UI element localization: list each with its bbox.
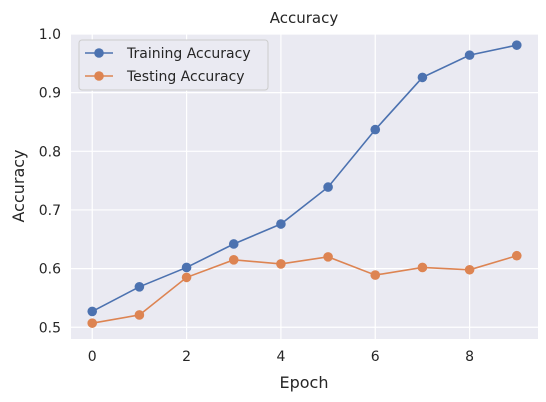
y-tick-label: 0.6 (39, 262, 61, 278)
x-tick-label: 8 (465, 349, 474, 365)
x-tick-label: 4 (276, 349, 285, 365)
legend-label-testing: Testing Accuracy (126, 69, 245, 85)
legend: Training Accuracy Testing Accuracy (78, 39, 269, 91)
data-point-training-accuracy (134, 281, 145, 292)
data-point-testing-accuracy (228, 255, 239, 265)
data-point-testing-accuracy (134, 310, 145, 320)
chart-title: Accuracy (270, 9, 339, 27)
data-point-testing-accuracy (417, 262, 428, 273)
data-point-testing-accuracy (511, 250, 522, 261)
series-line-training-accuracy (91, 44, 517, 313)
data-point-testing-accuracy (323, 252, 333, 262)
legend-marker-training (94, 48, 104, 58)
data-point-testing-accuracy (276, 259, 286, 269)
data-point-training-accuracy (276, 219, 286, 229)
x-axis-title: Epoch (280, 373, 329, 392)
data-point-training-accuracy (511, 40, 522, 50)
data-point-training-accuracy (323, 182, 333, 192)
y-tick-label: 0.5 (39, 320, 61, 336)
legend-box (78, 39, 269, 91)
data-point-training-accuracy (370, 124, 381, 135)
data-point-testing-accuracy (370, 270, 381, 280)
y-axis-title: Accuracy (9, 149, 28, 222)
data-point-training-accuracy (87, 306, 98, 317)
y-tick-label: 0.8 (39, 144, 61, 160)
legend-label-training: Training Accuracy (126, 46, 251, 62)
x-tick-label: 0 (88, 349, 97, 365)
series-line-testing-accuracy (92, 254, 518, 324)
x-tick-label: 6 (371, 349, 380, 365)
y-tick-label: 1.0 (39, 27, 61, 43)
tick-labels: 0 2 4 6 8 0.5 0.6 0.7 0.8 0.9 1.0 (39, 27, 474, 365)
series-lines (87, 40, 522, 328)
data-point-training-accuracy (181, 262, 192, 273)
data-point-training-accuracy (417, 72, 428, 83)
legend-marker-testing (94, 71, 104, 81)
x-tick-label: 2 (182, 349, 191, 365)
data-point-training-accuracy (464, 50, 475, 60)
data-point-testing-accuracy (464, 264, 475, 275)
grid-lines (71, 33, 538, 339)
y-tick-label: 0.9 (39, 86, 61, 102)
data-point-training-accuracy (228, 239, 239, 249)
data-point-testing-accuracy (181, 272, 192, 283)
data-point-testing-accuracy (87, 318, 98, 328)
y-tick-label: 0.7 (39, 203, 61, 219)
